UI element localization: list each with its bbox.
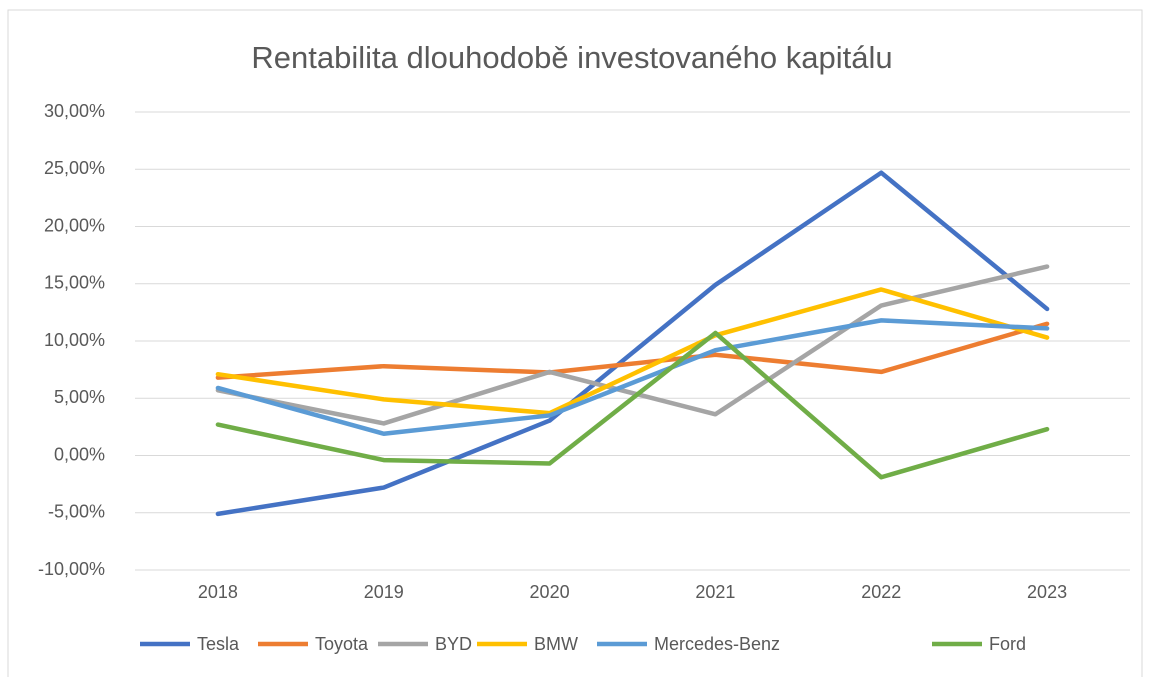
legend-label: BYD — [435, 634, 472, 654]
x-tick-label: 2019 — [364, 582, 404, 602]
x-tick-label: 2018 — [198, 582, 238, 602]
legend-label: Tesla — [197, 634, 240, 654]
x-tick-label: 2021 — [695, 582, 735, 602]
y-tick-label: 0,00% — [54, 444, 105, 464]
y-tick-label: 15,00% — [44, 273, 105, 293]
legend-label: Ford — [989, 634, 1026, 654]
legend-label: Mercedes-Benz — [654, 634, 780, 654]
series-line — [215, 170, 1050, 517]
y-tick-label: 30,00% — [44, 101, 105, 121]
x-tick-label: 2023 — [1027, 582, 1067, 602]
y-tick-label: 10,00% — [44, 330, 105, 350]
legend-label: BMW — [534, 634, 578, 654]
series-line — [215, 287, 1050, 416]
y-tick-label: -10,00% — [38, 559, 105, 579]
chart-title: Rentabilita dlouhodobě investovaného kap… — [251, 40, 892, 75]
legend-label: Toyota — [315, 634, 369, 654]
series-line — [215, 318, 1050, 436]
y-tick-label: 5,00% — [54, 387, 105, 407]
y-tick-label: 20,00% — [44, 215, 105, 235]
chart-border — [7, 9, 1143, 677]
y-tick-label: -5,00% — [48, 502, 105, 522]
x-tick-label: 2022 — [861, 582, 901, 602]
series-line — [215, 330, 1050, 480]
x-tick-label: 2020 — [530, 582, 570, 602]
series-line — [215, 321, 1050, 380]
y-tick-label: 25,00% — [44, 158, 105, 178]
